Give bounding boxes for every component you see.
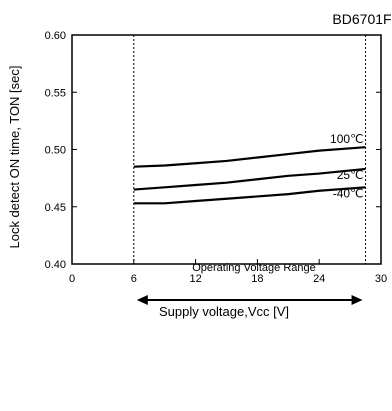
y-tick-label: 0.55 — [45, 87, 66, 99]
arrow-head-right — [351, 295, 363, 305]
y-axis-label: Lock detect ON time, TON [sec] — [7, 65, 22, 248]
y-tick-label: 0.45 — [45, 202, 66, 214]
x-tick-label: 6 — [131, 273, 137, 285]
series-line — [133, 146, 366, 168]
series-lines — [133, 146, 366, 205]
y-tick-label: 0.50 — [45, 145, 66, 157]
series-label: -40℃ — [333, 186, 364, 200]
y-tick-label: 0.40 — [45, 259, 66, 271]
x-tick-label: 30 — [375, 273, 387, 285]
arrow-head-left — [136, 295, 148, 305]
chart-title: BD6701F — [332, 11, 391, 27]
series-line — [133, 167, 366, 191]
x-tick-label: 12 — [189, 273, 201, 285]
operating-range-label: Operating Voltage Range — [192, 262, 316, 274]
y-axis-tick-labels: 0.40 0.45 0.50 0.55 0.60 — [45, 30, 66, 271]
x-tick-label: 0 — [69, 273, 75, 285]
x-axis-label: Supply voltage,Vcc [V] — [159, 304, 289, 319]
x-tick-label: 24 — [313, 273, 325, 285]
y-axis-ticks — [72, 34, 381, 265]
y-tick-label: 0.60 — [45, 30, 66, 42]
series-label: 25℃ — [337, 168, 364, 182]
operating-range-arrow — [136, 295, 363, 305]
series-label: 100℃ — [330, 132, 364, 146]
x-tick-label: 18 — [251, 273, 263, 285]
series-line — [133, 186, 366, 205]
series-labels: 100℃ 25℃ -40℃ — [330, 132, 364, 200]
x-axis-tick-labels: 0 6 12 18 24 30 — [69, 273, 387, 285]
